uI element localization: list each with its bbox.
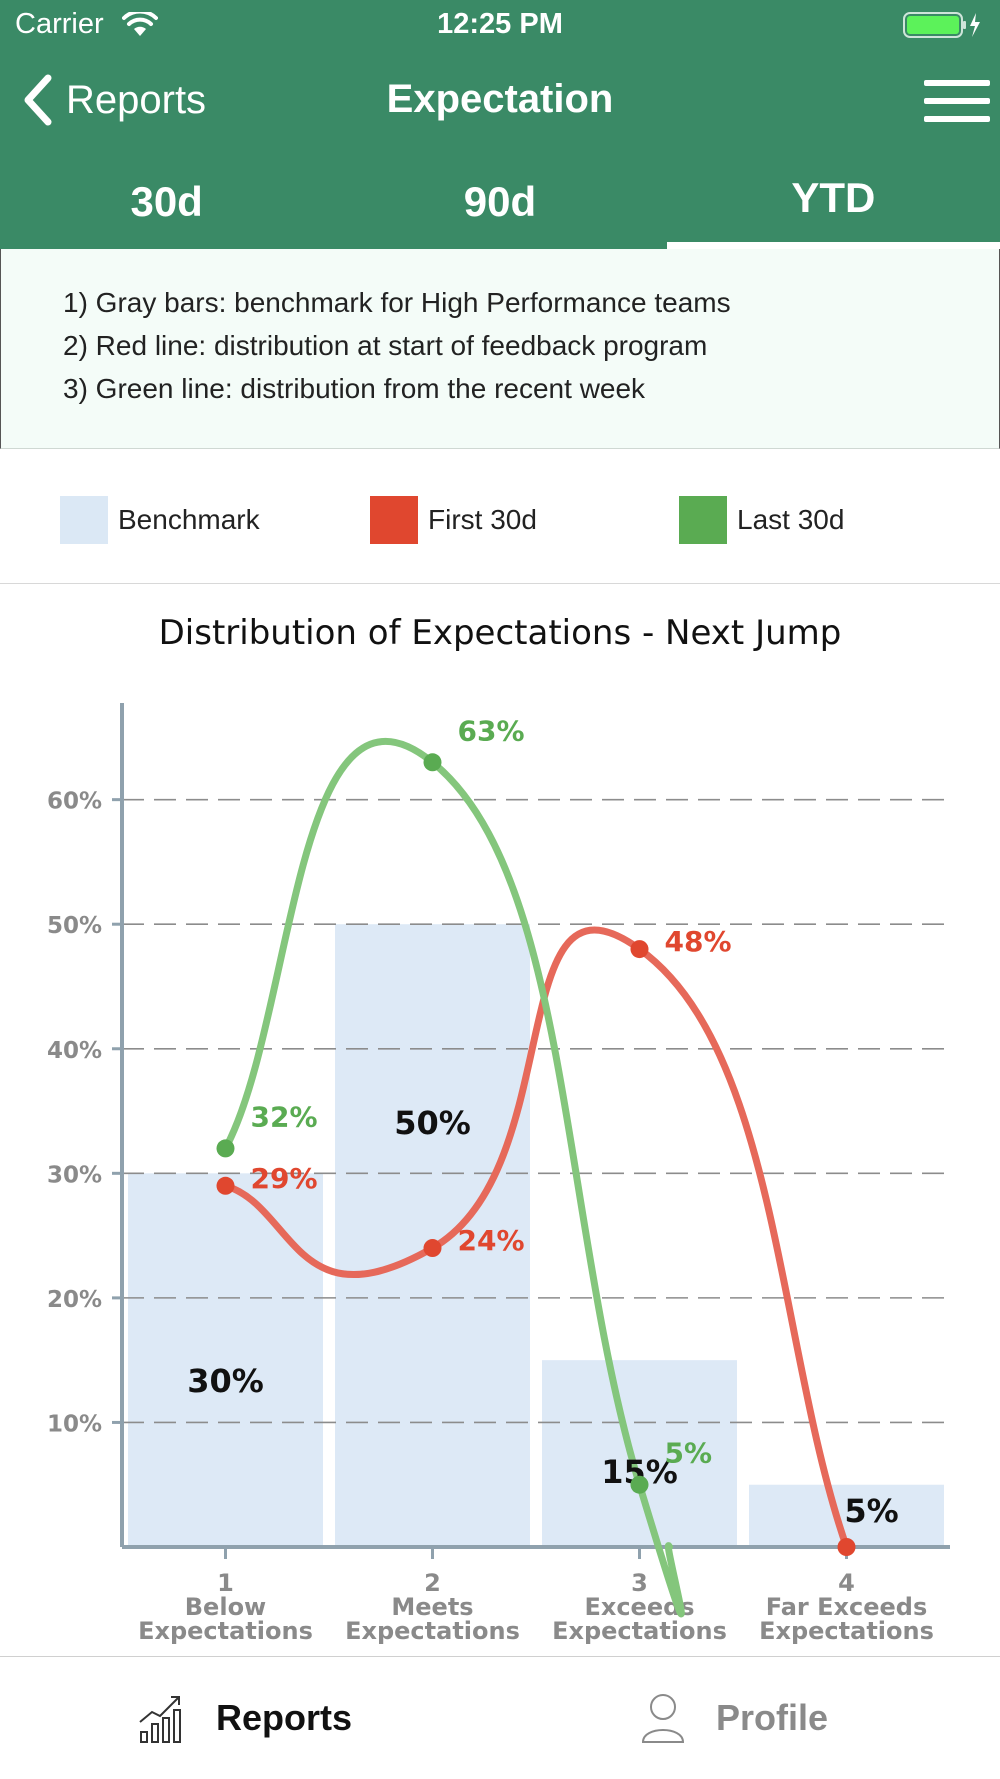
x-tick-label: Expectations — [138, 1617, 313, 1645]
hamburger-menu-icon[interactable] — [924, 80, 990, 122]
last-30d-line — [222, 738, 685, 1618]
benchmark-bar — [128, 1173, 323, 1547]
bottom-tab-label: Profile — [716, 1697, 829, 1738]
bottom-tab-reports[interactable]: Reports — [138, 1683, 352, 1753]
battery-icon — [903, 12, 980, 38]
benchmark-value-label: 15% — [601, 1453, 678, 1491]
last-30d-point — [423, 753, 442, 772]
benchmark-bar — [749, 1484, 944, 1547]
first-30d-value-label: 29% — [251, 1162, 318, 1195]
x-tick-label: Meets — [391, 1593, 473, 1621]
legend-label: Last 30d — [737, 504, 845, 535]
chevron-left-icon — [24, 74, 52, 126]
carrier-label: Carrier — [15, 8, 104, 40]
x-tick-label: 4 — [838, 1569, 855, 1597]
benchmark-bar — [335, 924, 530, 1547]
clock: 12:25 PM — [437, 8, 563, 40]
y-tick-label: 60% — [47, 789, 102, 815]
x-tick-label: Expectations — [345, 1617, 520, 1645]
legend-item-benchmark: Benchmark — [60, 496, 260, 544]
tab-30d[interactable]: 30d — [130, 178, 203, 225]
back-button[interactable]: Reports — [20, 72, 206, 128]
first-30d-value-label: 24% — [458, 1224, 525, 1257]
chart-explanation: 1) Gray bars: benchmark for High Perform… — [0, 249, 1000, 449]
first-30d-value-label: 48% — [665, 925, 732, 958]
period-tabs: 30d 90d YTD — [0, 150, 1000, 249]
first-30d-point — [630, 940, 649, 959]
chart-title: Distribution of Expectations - Next Jump — [158, 613, 842, 653]
y-tick-label: 20% — [47, 1287, 102, 1313]
explanation-line-3: 3) Green line: distribution from the rec… — [63, 373, 646, 404]
legend-swatch — [370, 496, 418, 544]
y-tick-label: 30% — [47, 1162, 102, 1188]
first-30d-point — [216, 1176, 235, 1195]
benchmark-value-label: 50% — [394, 1104, 471, 1142]
wifi-icon — [122, 12, 158, 36]
benchmark-bar — [542, 1360, 737, 1547]
tab-ytd[interactable]: YTD — [666, 150, 1000, 249]
last-30d-point — [630, 1475, 649, 1494]
tab-90d[interactable]: 90d — [463, 178, 537, 225]
x-tick-label: 3 — [631, 1569, 648, 1597]
back-label: Reports — [66, 77, 207, 122]
chart-icon — [139, 1696, 181, 1743]
y-tick-label: 50% — [47, 913, 102, 939]
benchmark-value-label: 5% — [844, 1492, 898, 1530]
legend-swatch — [679, 496, 727, 544]
bottom-tab-profile[interactable]: Profile — [640, 1683, 828, 1753]
x-tick-label: Expectations — [759, 1617, 934, 1645]
chart-legend: Benchmark First 30d Last 30d — [0, 448, 1000, 584]
legend-label: Benchmark — [118, 504, 260, 535]
x-tick-label: Below — [185, 1593, 266, 1621]
last-30d-value-label: 63% — [458, 714, 525, 747]
y-tick-label: 40% — [47, 1038, 102, 1064]
x-tick-label: Far Exceeds — [766, 1593, 928, 1621]
app-header: Carrier 12:25 PM Reports Expectation 30d… — [0, 0, 1000, 249]
explanation-line-2: 2) Red line: distribution at start of fe… — [63, 330, 708, 361]
last-30d-value-label: 5% — [665, 1437, 713, 1470]
first-30d-point — [423, 1239, 442, 1258]
x-tick-label: Expectations — [552, 1617, 727, 1645]
benchmark-value-label: 30% — [187, 1362, 264, 1400]
bottom-tab-bar: Reports Profile — [0, 1656, 1000, 1779]
x-tick-label: 2 — [424, 1569, 441, 1597]
x-tick-label: 1 — [217, 1569, 234, 1597]
bottom-tab-label: Reports — [216, 1697, 353, 1738]
explanation-line-1: 1) Gray bars: benchmark for High Perform… — [63, 287, 731, 318]
navigation-bar: Reports Expectation — [0, 50, 1000, 150]
y-tick-label: 10% — [47, 1411, 102, 1437]
first-30d-point — [837, 1538, 856, 1556]
legend-item-last-30d: Last 30d — [679, 496, 844, 544]
person-icon — [641, 1694, 685, 1743]
legend-label: First 30d — [428, 504, 537, 535]
last-30d-value-label: 32% — [251, 1100, 318, 1133]
x-tick-label: Exceeds — [584, 1593, 694, 1621]
legend-swatch — [60, 496, 108, 544]
last-30d-point — [216, 1139, 235, 1158]
first-30d-line — [222, 926, 850, 1551]
status-bar: Carrier 12:25 PM — [0, 0, 1000, 50]
legend-item-first-30d: First 30d — [370, 496, 537, 544]
